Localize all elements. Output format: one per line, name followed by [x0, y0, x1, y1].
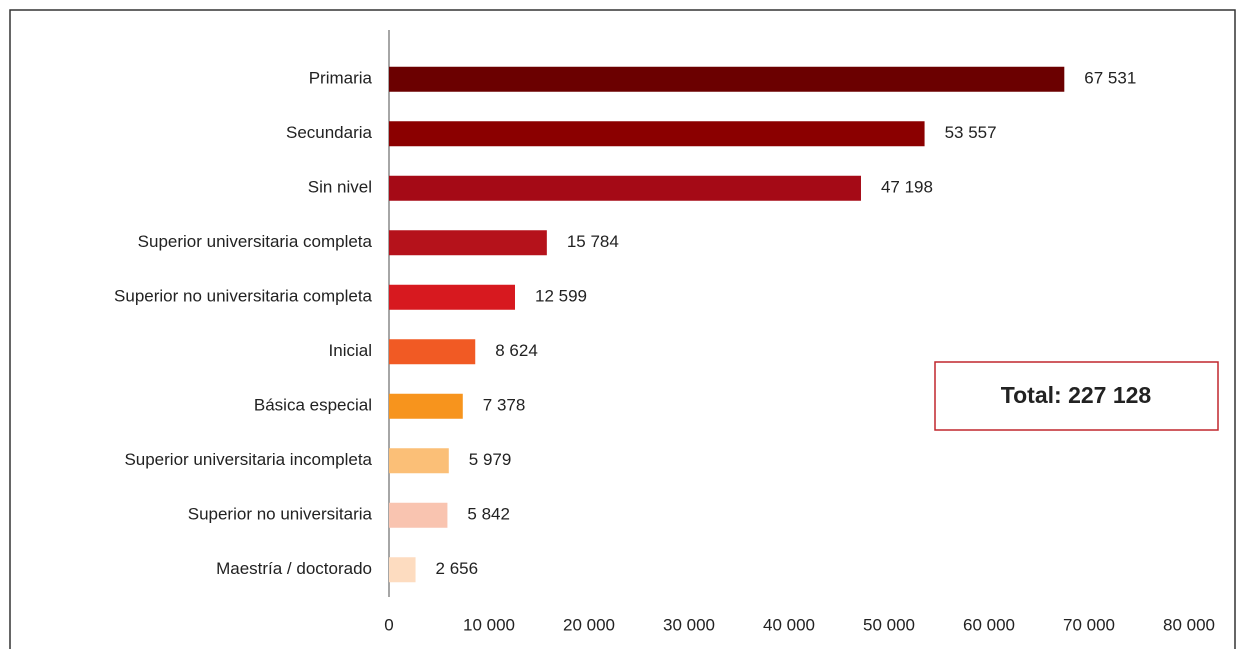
x-tick-label: 70 000: [1063, 615, 1115, 634]
value-label: 8 624: [495, 341, 538, 360]
x-tick-label: 40 000: [763, 615, 815, 634]
bar: [389, 121, 925, 147]
bar: [389, 393, 463, 419]
y-tick-label: Superior universitaria completa: [138, 232, 373, 251]
x-tick-label: 30 000: [663, 615, 715, 634]
y-tick-label: Superior no universitaria completa: [114, 287, 373, 306]
value-label: 67 531: [1084, 69, 1136, 88]
bar: [389, 284, 515, 310]
value-label: 53 557: [945, 123, 997, 142]
x-tick-label: 20 000: [563, 615, 615, 634]
value-label: 15 784: [567, 232, 619, 251]
bar: [389, 66, 1065, 92]
y-tick-label: Sin nivel: [308, 178, 372, 197]
x-tick-label: 50 000: [863, 615, 915, 634]
value-label: 47 198: [881, 178, 933, 197]
bar: [389, 175, 861, 201]
value-label: 2 656: [436, 559, 479, 578]
bar: [389, 339, 476, 365]
bar: [389, 230, 547, 256]
y-tick-label: Superior universitaria incompleta: [124, 450, 372, 469]
y-tick-label: Básica especial: [254, 396, 372, 415]
x-tick-label: 80 000: [1163, 615, 1215, 634]
value-label: 12 599: [535, 287, 587, 306]
y-tick-label: Secundaria: [286, 123, 373, 142]
y-tick-label: Superior no universitaria: [188, 505, 373, 524]
y-tick-label: Inicial: [329, 341, 372, 360]
x-tick-label: 60 000: [963, 615, 1015, 634]
total-box: [934, 361, 1219, 431]
value-label: 5 979: [469, 450, 512, 469]
y-tick-label: Maestría / doctorado: [216, 559, 372, 578]
total-label: Total: 227 128: [1001, 382, 1152, 408]
value-label: 5 842: [467, 505, 510, 524]
bar: [389, 502, 448, 528]
x-tick-label: 0: [384, 615, 393, 634]
x-tick-label: 10 000: [463, 615, 515, 634]
bar: [389, 448, 449, 474]
frame: [9, 9, 1236, 649]
value-label: 7 378: [483, 396, 526, 415]
y-tick-label: Primaria: [309, 69, 373, 88]
bar: [389, 557, 416, 583]
